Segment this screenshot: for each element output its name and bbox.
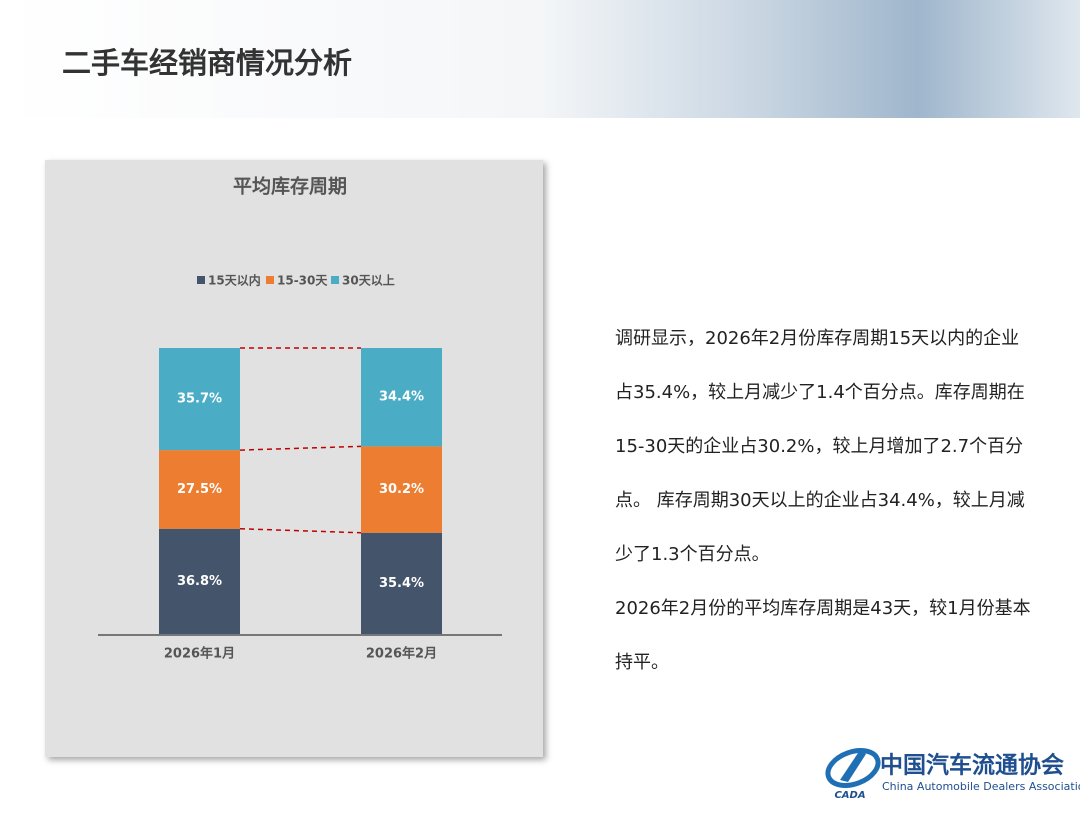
legend-swatch [331, 276, 339, 284]
legend-label: 30天以上 [342, 273, 395, 288]
x-tick-label: 2026年1月 [164, 646, 235, 662]
bar-segment [159, 348, 240, 451]
logo-name: 中国汽车流通协会 [880, 752, 1064, 779]
legend-swatch [266, 276, 274, 284]
paragraph: 调研显示，2026年2月份库存周期15天以内的企业占35.4%，较上月减少了1.… [615, 328, 1025, 565]
chart: 平均库存周期 15天以内 15-30天 30天以上 36.8% 27.5% 35.7% 20… [98, 175, 502, 662]
logo-abbr: CADA [834, 790, 865, 801]
bar-segment [159, 450, 240, 529]
x-tick-label: 2026年2月 [366, 646, 437, 662]
chart-panel: 平均库存周期 15天以内 15-30天 30天以上 36.8% 27.5% 35.7% 20… [45, 160, 543, 757]
logo-graphic: CADA 中国汽车流通协会 China Automobile Dealers A… [825, 748, 1080, 801]
value-label: 30.2% [379, 482, 424, 497]
logo-english: China Automobile Dealers Association [882, 780, 1080, 793]
logo: CADA 中国汽车流通协会 China Automobile Dealers A… [820, 740, 1080, 810]
legend-swatch [197, 276, 205, 284]
bar-segment [361, 446, 442, 533]
slide-title: 二手车经销商情况分析 [62, 46, 353, 80]
value-label: 35.7% [177, 392, 222, 407]
bar-segment [361, 532, 442, 634]
value-label: 36.8% [177, 574, 222, 589]
connector [239, 445, 362, 451]
value-label: 34.4% [379, 390, 424, 405]
paragraph: 2026年2月份的平均库存周期是43天，较1月份基本持平。 [615, 598, 1031, 673]
legend-label: 15-30天 [277, 274, 328, 288]
header: 二手车经销商情况分析 [0, 0, 1080, 118]
value-label: 27.5% [177, 482, 222, 497]
value-label: 35.4% [379, 576, 424, 591]
connector [239, 528, 362, 534]
legend-label: 15天以内 [208, 273, 261, 288]
body-text: 调研显示，2026年2月份库存周期15天以内的企业占35.4%，较上月减少了1.… [615, 312, 1035, 690]
bar-segment [159, 528, 240, 634]
bar-segment [361, 348, 442, 447]
chart-title: 平均库存周期 [233, 175, 347, 198]
